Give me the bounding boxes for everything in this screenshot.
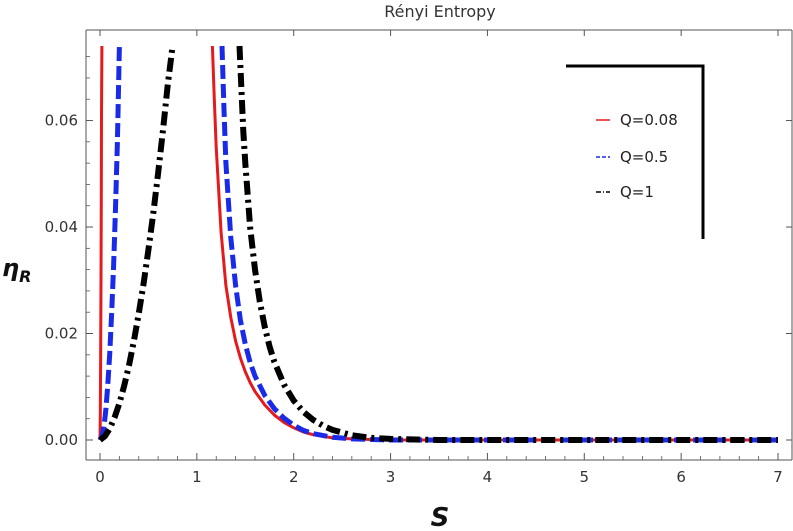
x-tick-label: 3	[386, 468, 396, 486]
x-tick-label: 4	[483, 468, 493, 486]
y-tick-label: 0.02	[45, 325, 78, 343]
x-tick-label: 5	[580, 468, 590, 486]
x-tick-label: 6	[676, 468, 686, 486]
x-tick-label: 0	[95, 468, 105, 486]
legend-label-q05: Q=0.5	[620, 148, 668, 166]
legend-frame	[566, 64, 705, 239]
plot-frame	[85, 29, 793, 461]
x-tick-label: 2	[289, 468, 299, 486]
series-line-q05	[97, 45, 778, 443]
series-layer	[97, 45, 778, 443]
y-axis-label: ηR	[2, 254, 31, 286]
legend: Q=0.08 Q=0.5 Q=1	[566, 64, 705, 239]
y-axis-label-main: η	[2, 254, 19, 282]
chart-title: Rényi Entropy	[384, 2, 496, 21]
y-tick-label: 0.06	[45, 112, 78, 130]
y-axis-ticks: 0.00 0.02 0.04 0.06	[45, 56, 792, 449]
x-tick-label: 1	[192, 468, 202, 486]
series-line-q008	[98, 45, 778, 442]
legend-label-q008: Q=0.08	[620, 111, 678, 129]
y-tick-label: 0.00	[45, 431, 78, 449]
x-tick-label: 7	[773, 468, 783, 486]
x-axis-label: S	[431, 503, 450, 531]
y-tick-label: 0.04	[45, 218, 78, 236]
x-axis-ticks: 0 1 2 3 4 5 6 7	[95, 30, 783, 486]
y-axis-label-sub: R	[19, 267, 31, 286]
series-line-q1	[98, 45, 778, 443]
legend-label-q1: Q=1	[620, 183, 654, 201]
